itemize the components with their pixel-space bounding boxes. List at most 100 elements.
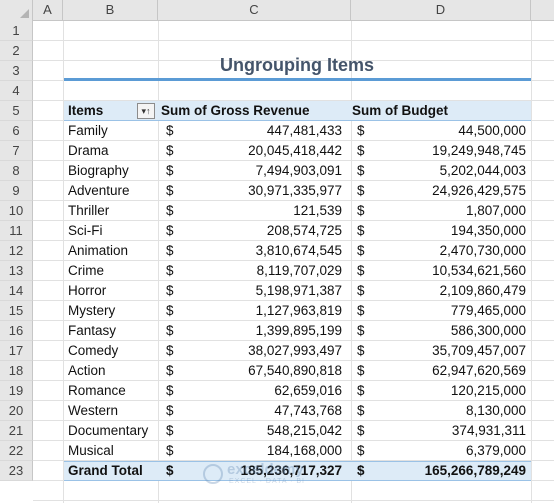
pivot-item-name[interactable]: Fantasy	[68, 323, 117, 338]
filter-sort-icon[interactable]: ▾↑	[137, 103, 155, 119]
gridline-horizontal	[33, 60, 554, 61]
row-header-12[interactable]: 12	[0, 241, 33, 261]
pivot-item-revenue[interactable]: 30,971,335,977	[248, 183, 342, 198]
pivot-item-revenue[interactable]: 447,481,433	[266, 123, 342, 138]
budget-currency: $	[357, 283, 365, 298]
pivot-item-revenue[interactable]: 20,045,418,442	[248, 143, 342, 158]
row-header-1[interactable]: 1	[0, 21, 33, 41]
column-header-c[interactable]: C	[158, 0, 351, 21]
pivot-item-name[interactable]: Horror	[68, 283, 107, 298]
pivot-header-items[interactable]: Items	[68, 103, 104, 118]
row-header-3[interactable]: 3	[0, 61, 33, 81]
select-all-corner[interactable]	[0, 0, 33, 21]
gridline-horizontal	[33, 300, 554, 301]
row-header-18[interactable]: 18	[0, 361, 33, 381]
pivot-item-budget[interactable]: 586,300,000	[450, 323, 526, 338]
pivot-item-name[interactable]: Musical	[68, 443, 114, 458]
row-header-20[interactable]: 20	[0, 401, 33, 421]
row-header-5[interactable]: 5	[0, 101, 33, 121]
pivot-item-revenue[interactable]: 5,198,971,387	[255, 283, 342, 298]
pivot-item-budget[interactable]: 19,249,948,745	[432, 143, 526, 158]
pivot-item-budget[interactable]: 24,926,429,575	[432, 183, 526, 198]
revenue-currency: $	[166, 383, 174, 398]
pivot-item-revenue[interactable]: 38,027,993,497	[248, 343, 342, 358]
pivot-item-name[interactable]: Biography	[68, 163, 129, 178]
row-header-11[interactable]: 11	[0, 221, 33, 241]
pivot-item-budget[interactable]: 120,215,000	[450, 383, 526, 398]
pivot-item-budget[interactable]: 35,709,457,007	[432, 343, 526, 358]
pivot-item-name[interactable]: Crime	[68, 263, 104, 278]
pivot-item-budget[interactable]: 374,931,311	[451, 423, 526, 438]
row-header-15[interactable]: 15	[0, 301, 33, 321]
pivot-item-budget[interactable]: 779,465,000	[450, 303, 526, 318]
row-header-7[interactable]: 7	[0, 141, 33, 161]
column-header-b[interactable]: B	[63, 0, 158, 21]
pivot-item-revenue[interactable]: 121,539	[293, 203, 342, 218]
pivot-item-budget[interactable]: 2,470,730,000	[439, 243, 526, 258]
pivot-item-budget[interactable]: 6,379,000	[465, 443, 526, 458]
row-header-9[interactable]: 9	[0, 181, 33, 201]
pivot-item-revenue[interactable]: 1,399,895,199	[255, 323, 342, 338]
grand-total-label[interactable]: Grand Total	[68, 463, 143, 478]
row-header-16[interactable]: 16	[0, 321, 33, 341]
pivot-item-name[interactable]: Western	[68, 403, 119, 418]
pivot-item-name[interactable]: Adventure	[68, 183, 130, 198]
pivot-item-budget[interactable]: 5,202,044,003	[439, 163, 526, 178]
revenue-currency: $	[166, 243, 174, 258]
row-header-8[interactable]: 8	[0, 161, 33, 181]
pivot-item-revenue[interactable]: 184,168,000	[266, 443, 342, 458]
pivot-item-revenue[interactable]: 62,659,016	[274, 383, 342, 398]
pivot-item-revenue[interactable]: 548,215,042	[266, 423, 342, 438]
pivot-item-revenue[interactable]: 47,743,768	[274, 403, 342, 418]
pivot-item-name[interactable]: Sci-Fi	[68, 223, 103, 238]
pivot-item-name[interactable]: Romance	[68, 383, 126, 398]
pivot-item-revenue[interactable]: 1,127,963,819	[255, 303, 342, 318]
budget-currency: $	[357, 263, 365, 278]
column-header-a[interactable]: A	[33, 0, 63, 21]
pivot-item-budget[interactable]: 1,807,000	[465, 203, 526, 218]
row-header-10[interactable]: 10	[0, 201, 33, 221]
row-header-2[interactable]: 2	[0, 41, 33, 61]
pivot-item-budget[interactable]: 62,947,620,569	[432, 363, 526, 378]
pivot-item-revenue[interactable]: 3,810,674,545	[255, 243, 342, 258]
gridline-horizontal	[33, 160, 554, 161]
row-header-4[interactable]: 4	[0, 81, 33, 101]
grand-total-revenue-currency: $	[166, 463, 174, 478]
row-header-23[interactable]: 23	[0, 461, 33, 481]
column-header-d[interactable]: D	[351, 0, 531, 21]
revenue-currency: $	[166, 403, 174, 418]
pivot-item-name[interactable]: Drama	[68, 143, 109, 158]
grand-total-revenue[interactable]: 185,236,717,327	[240, 463, 342, 478]
row-header-6[interactable]: 6	[0, 121, 33, 141]
budget-currency: $	[357, 303, 365, 318]
row-header-17[interactable]: 17	[0, 341, 33, 361]
pivot-item-name[interactable]: Comedy	[68, 343, 119, 358]
pivot-item-budget[interactable]: 10,534,621,560	[432, 263, 526, 278]
pivot-header-budget[interactable]: Sum of Budget	[352, 103, 448, 118]
row-header-22[interactable]: 22	[0, 441, 33, 461]
gridline-horizontal	[33, 240, 554, 241]
row-header-21[interactable]: 21	[0, 421, 33, 441]
revenue-currency: $	[166, 363, 174, 378]
pivot-item-revenue[interactable]: 7,494,903,091	[255, 163, 342, 178]
row-header-13[interactable]: 13	[0, 261, 33, 281]
pivot-item-budget[interactable]: 194,350,000	[450, 223, 526, 238]
pivot-header-revenue[interactable]: Sum of Gross Revenue	[161, 103, 310, 118]
row-header-14[interactable]: 14	[0, 281, 33, 301]
row-header-19[interactable]: 19	[0, 381, 33, 401]
pivot-item-name[interactable]: Mystery	[68, 303, 116, 318]
pivot-item-revenue[interactable]: 208,574,725	[266, 223, 342, 238]
gridline-vertical	[63, 21, 64, 503]
pivot-item-name[interactable]: Documentary	[68, 423, 149, 438]
pivot-item-name[interactable]: Action	[68, 363, 106, 378]
pivot-item-name[interactable]: Thriller	[68, 203, 110, 218]
budget-currency: $	[357, 343, 365, 358]
grand-total-budget[interactable]: 165,266,789,249	[424, 463, 526, 478]
pivot-item-budget[interactable]: 44,500,000	[458, 123, 526, 138]
pivot-item-revenue[interactable]: 67,540,890,818	[248, 363, 342, 378]
pivot-item-name[interactable]: Family	[68, 123, 108, 138]
pivot-item-budget[interactable]: 2,109,860,479	[439, 283, 526, 298]
pivot-item-name[interactable]: Animation	[68, 243, 129, 258]
pivot-item-budget[interactable]: 8,130,000	[465, 403, 526, 418]
pivot-item-revenue[interactable]: 8,119,707,029	[256, 263, 342, 278]
